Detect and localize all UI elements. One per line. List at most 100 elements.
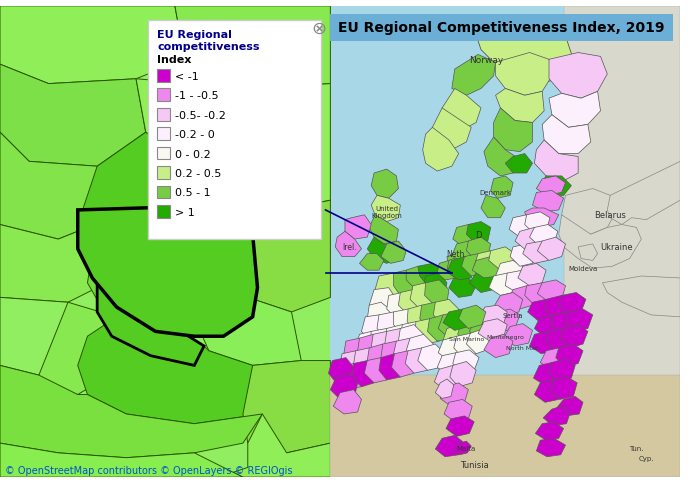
Text: -0.2 - 0: -0.2 - 0 (175, 130, 215, 140)
Polygon shape (452, 242, 478, 264)
Text: United
Kingdom: United Kingdom (372, 206, 402, 219)
Polygon shape (361, 315, 388, 341)
Polygon shape (443, 325, 470, 348)
Polygon shape (450, 362, 476, 387)
Polygon shape (405, 348, 431, 373)
Polygon shape (603, 276, 680, 317)
Text: > 1: > 1 (175, 208, 195, 217)
Polygon shape (444, 400, 473, 422)
Polygon shape (549, 53, 608, 99)
Text: D: D (475, 230, 482, 239)
Polygon shape (561, 325, 588, 348)
Polygon shape (491, 177, 513, 199)
Polygon shape (530, 225, 558, 247)
Polygon shape (0, 133, 107, 240)
Polygon shape (0, 365, 262, 458)
Polygon shape (540, 348, 568, 369)
Polygon shape (544, 296, 571, 319)
Text: 0.2 - 0.5: 0.2 - 0.5 (175, 168, 221, 179)
Polygon shape (0, 220, 117, 302)
Text: Tunisia: Tunisia (460, 460, 489, 469)
Polygon shape (515, 228, 544, 251)
Bar (158, 148, 170, 160)
Polygon shape (433, 300, 459, 325)
Polygon shape (443, 309, 473, 331)
Polygon shape (435, 379, 454, 399)
Text: -1 - -0.5: -1 - -0.5 (175, 91, 218, 101)
Polygon shape (340, 351, 365, 375)
Polygon shape (78, 206, 258, 336)
Bar (158, 89, 170, 102)
Polygon shape (578, 244, 598, 261)
Polygon shape (223, 196, 330, 312)
Bar (330, 15, 673, 42)
Polygon shape (539, 177, 571, 196)
Polygon shape (469, 271, 498, 293)
Polygon shape (473, 257, 500, 278)
Bar (158, 128, 170, 141)
Polygon shape (566, 309, 593, 332)
Polygon shape (335, 232, 361, 257)
Polygon shape (469, 319, 498, 341)
Polygon shape (39, 302, 126, 395)
Bar (0, 7, 330, 477)
Bar (148, 21, 321, 240)
Polygon shape (440, 383, 468, 407)
Polygon shape (478, 305, 508, 329)
Polygon shape (83, 133, 233, 264)
Text: Ukraine: Ukraine (601, 243, 634, 252)
Polygon shape (338, 363, 363, 389)
Polygon shape (494, 293, 523, 315)
Text: ⊗: ⊗ (312, 20, 326, 38)
Polygon shape (556, 344, 583, 367)
Polygon shape (446, 416, 474, 437)
Polygon shape (534, 141, 578, 182)
Text: Belarus: Belarus (594, 211, 626, 220)
Polygon shape (510, 244, 536, 267)
Polygon shape (476, 24, 573, 84)
Polygon shape (136, 79, 330, 211)
Polygon shape (385, 329, 410, 354)
Polygon shape (478, 319, 508, 341)
Polygon shape (538, 238, 566, 261)
Text: EU Regional: EU Regional (158, 30, 232, 40)
Bar (158, 70, 170, 82)
Text: Index: Index (158, 55, 192, 65)
Polygon shape (496, 53, 552, 96)
Polygon shape (393, 309, 418, 334)
Polygon shape (518, 264, 546, 286)
Polygon shape (410, 283, 435, 309)
Polygon shape (344, 338, 369, 361)
Polygon shape (447, 254, 465, 271)
Polygon shape (435, 436, 465, 457)
Polygon shape (474, 251, 500, 273)
Text: Denmark: Denmark (480, 190, 512, 196)
Polygon shape (0, 7, 185, 84)
Polygon shape (381, 242, 406, 264)
Polygon shape (452, 55, 496, 96)
Polygon shape (484, 138, 520, 177)
Bar (158, 167, 170, 180)
Polygon shape (190, 259, 301, 365)
Polygon shape (538, 280, 566, 302)
Text: Moldeva: Moldeva (568, 266, 598, 272)
Polygon shape (381, 341, 406, 367)
Polygon shape (407, 305, 433, 332)
Polygon shape (0, 65, 146, 167)
Polygon shape (561, 189, 617, 235)
Polygon shape (330, 373, 358, 400)
Polygon shape (442, 89, 481, 131)
Polygon shape (438, 336, 466, 361)
Polygon shape (369, 288, 396, 315)
Polygon shape (433, 109, 471, 151)
Polygon shape (78, 278, 262, 424)
Polygon shape (175, 7, 330, 89)
Polygon shape (525, 209, 559, 228)
Text: competitiveness: competitiveness (158, 42, 260, 52)
Polygon shape (505, 271, 533, 293)
Polygon shape (449, 276, 476, 298)
Polygon shape (371, 196, 400, 222)
Polygon shape (534, 315, 564, 338)
Polygon shape (0, 298, 78, 375)
Polygon shape (533, 191, 564, 212)
